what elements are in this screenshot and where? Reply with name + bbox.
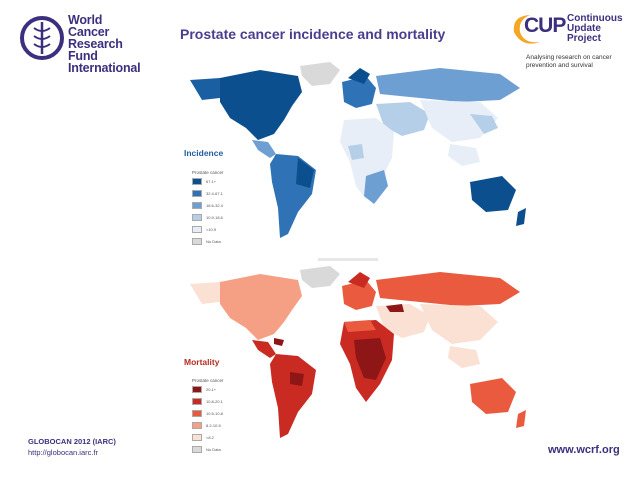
map-region [232, 282, 290, 302]
legend-title: Prostate cancer [192, 170, 224, 175]
legend-swatch [192, 190, 202, 197]
legend-swatch [192, 434, 202, 441]
map-region [300, 266, 340, 288]
legend-item: 10.8-20.1 [192, 398, 224, 405]
legend-text: 8.2-10.5 [206, 423, 221, 428]
map-region [376, 304, 430, 338]
legend-text: 10.5-10.8 [206, 411, 223, 416]
map-region [342, 280, 376, 310]
incidence-legend: Prostate cancer 67.1+ 32.4-67.1 18.6-32.… [192, 170, 224, 250]
cup-name: Continuous Update Project [567, 14, 623, 44]
legend-swatch [192, 178, 202, 185]
legend-swatch [192, 202, 202, 209]
map-region [190, 78, 220, 100]
website-link[interactable]: www.wcrf.org [548, 444, 620, 456]
cup-tagline: Analysing research on cancer prevention … [526, 54, 612, 69]
legend-item: 8.2-10.5 [192, 422, 224, 429]
legend-title: Prostate cancer [192, 378, 224, 383]
source-link[interactable]: http://globocan.iarc.fr [28, 448, 99, 457]
org-name: World Cancer Research Fund International [68, 13, 170, 75]
map-region [470, 114, 498, 134]
data-source: GLOBOCAN 2012 (IARC) http://globocan.iar… [28, 436, 116, 458]
cup-line: Project [567, 33, 601, 44]
legend-item: No Data [192, 238, 224, 245]
legend-item: No Data [192, 446, 224, 453]
legend-item: 20.1+ [192, 386, 224, 393]
map-region [270, 354, 316, 438]
legend-text: 32.4-67.1 [206, 191, 223, 196]
map-region [344, 320, 376, 332]
org-line: World [68, 13, 103, 27]
legend-text: 10.8-20.1 [206, 399, 223, 404]
legend-item: 10.5-10.8 [192, 410, 224, 417]
legend-text: No Data [206, 239, 221, 244]
map-region [190, 282, 220, 304]
cup-mark: CUP [524, 14, 566, 37]
map-region [376, 68, 520, 102]
legend-swatch [192, 238, 202, 245]
map-region [342, 76, 376, 108]
map-region [348, 144, 364, 160]
map-region [448, 144, 480, 166]
cup-line: Update [567, 23, 601, 34]
legend-text: No Data [206, 447, 221, 452]
map-region [376, 272, 520, 306]
map-region [448, 346, 480, 368]
legend-swatch [192, 226, 202, 233]
org-line: Cancer [68, 25, 110, 39]
mortality-world-map [190, 266, 526, 438]
legend-text: <8.2 [206, 435, 214, 440]
map-region [354, 338, 386, 380]
map-region [300, 62, 340, 86]
map-region [364, 170, 388, 204]
legend-text: 67.1+ [206, 179, 217, 184]
legend-text: 20.1+ [206, 387, 217, 392]
caduceus-emblem-icon [20, 16, 64, 60]
legend-swatch [192, 422, 202, 429]
cup-line: Continuous [567, 13, 623, 24]
page-title: Prostate cancer incidence and mortality [180, 26, 446, 42]
legend-text: <10.9 [206, 227, 217, 232]
map-region [516, 410, 526, 428]
legend-swatch [192, 386, 202, 393]
legend-item: 67.1+ [192, 178, 224, 185]
legend-item: 18.6-32.4 [192, 202, 224, 209]
map-region [420, 100, 498, 142]
legend-item: 10.9-18.6 [192, 214, 224, 221]
map-region [516, 208, 526, 226]
org-line: Research [68, 37, 123, 51]
map-region [220, 70, 302, 140]
incidence-label: Incidence [184, 148, 224, 158]
legend-swatch [192, 410, 202, 417]
wcrf-logo: World Cancer Research Fund International [20, 14, 170, 74]
map-region [290, 372, 304, 386]
map-region [252, 340, 276, 358]
map-region [348, 68, 370, 84]
legend-text: 10.9-18.6 [206, 215, 223, 220]
legend-text: 18.6-32.4 [206, 203, 223, 208]
incidence-world-map [190, 62, 526, 238]
org-line: Fund International [68, 49, 141, 75]
mortality-legend: Prostate cancer 20.1+ 10.8-20.1 10.5-10.… [192, 378, 224, 458]
map-region [274, 338, 284, 346]
divider [318, 258, 378, 261]
map-region [470, 176, 516, 212]
legend-swatch [192, 214, 202, 221]
legend-item: <10.9 [192, 226, 224, 233]
map-region [296, 158, 314, 188]
map-region [420, 304, 498, 344]
map-region [252, 140, 276, 158]
map-region [348, 272, 370, 288]
mortality-label: Mortality [184, 357, 220, 367]
legend-item: <8.2 [192, 434, 224, 441]
map-region [376, 102, 430, 136]
map-region [386, 304, 404, 312]
cup-logo: CUP Continuous Update Project Analysing … [510, 12, 628, 92]
cup-swoosh-icon [513, 15, 540, 44]
legend-swatch [192, 398, 202, 405]
legend-swatch [192, 446, 202, 453]
legend-item: 32.4-67.1 [192, 190, 224, 197]
source-name: GLOBOCAN 2012 (IARC) [28, 437, 116, 446]
map-region [470, 378, 516, 414]
